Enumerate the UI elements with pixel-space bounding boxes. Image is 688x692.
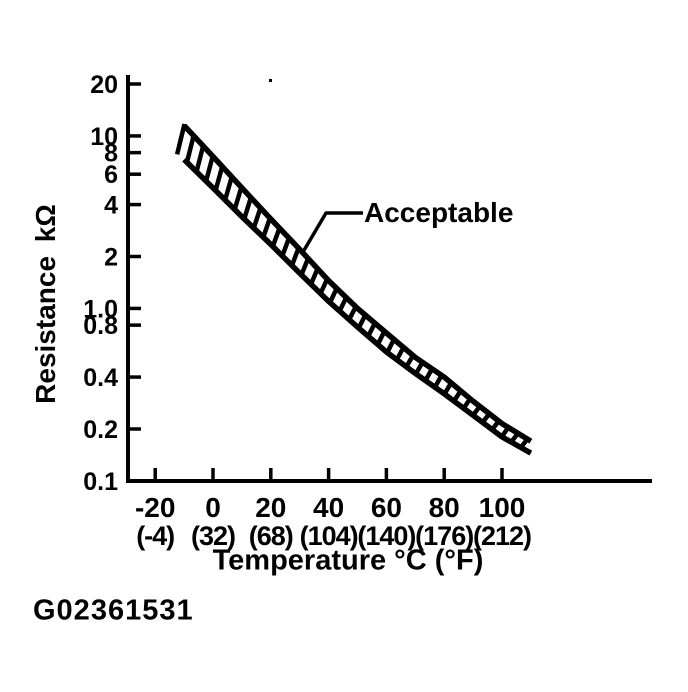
- x-tick-label-fahrenheit: (104): [300, 521, 358, 551]
- x-tick-label-celsius: 60: [371, 492, 402, 523]
- x-tick-label-celsius: 100: [479, 492, 526, 523]
- y-tick-label: 0.8: [83, 312, 118, 340]
- x-tick-label-celsius: 0: [205, 492, 221, 523]
- y-tick-label: 1.0: [83, 295, 118, 323]
- y-tick-label: 0.4: [83, 364, 118, 392]
- figure-code: G02361531: [33, 594, 194, 627]
- y-tick-label: 0.1: [83, 468, 118, 496]
- x-tick-label-celsius: 80: [429, 492, 460, 523]
- acceptable-leader-line: [301, 211, 363, 253]
- y-tick-label: 20: [90, 71, 118, 99]
- acceptable-band-label: Acceptable: [364, 197, 514, 228]
- x-tick-label-fahrenheit: (140): [357, 521, 415, 551]
- scan-artifact-dot: [269, 79, 272, 82]
- y-axis-title: Resistance kΩ: [30, 204, 61, 404]
- axis-lines: [126, 75, 652, 483]
- y-tick-label: 8: [104, 140, 118, 168]
- x-axis-ticks: -20(-4) 0(32) 20(68) 40(104) 60(140) 80(176)1…: [135, 468, 532, 551]
- y-tick-label: 6: [104, 161, 118, 189]
- x-tick-label-celsius: 40: [313, 492, 344, 523]
- x-tick-label-fahrenheit: (32): [191, 521, 235, 551]
- x-tick-label-celsius: -20: [135, 492, 175, 523]
- y-tick-label: 4: [104, 192, 118, 220]
- x-tick-label-celsius: 20: [255, 492, 286, 523]
- x-axis-title: Temperature °C (°F): [212, 544, 484, 577]
- y-tick-label: 0.2: [83, 416, 118, 444]
- acceptable-band-edges: [182, 123, 533, 456]
- band-lower-curve: [182, 157, 533, 456]
- band-upper-curve: [182, 123, 533, 444]
- x-tick-label-fahrenheit: (68): [249, 521, 293, 551]
- y-tick-label: 2: [104, 244, 118, 272]
- y-tick-label: 10: [90, 123, 118, 151]
- x-tick-label-fahrenheit: (-4): [136, 521, 174, 551]
- x-tick-label-fahrenheit: (176): [415, 521, 473, 551]
- x-tick-label-fahrenheit: (212): [473, 521, 531, 551]
